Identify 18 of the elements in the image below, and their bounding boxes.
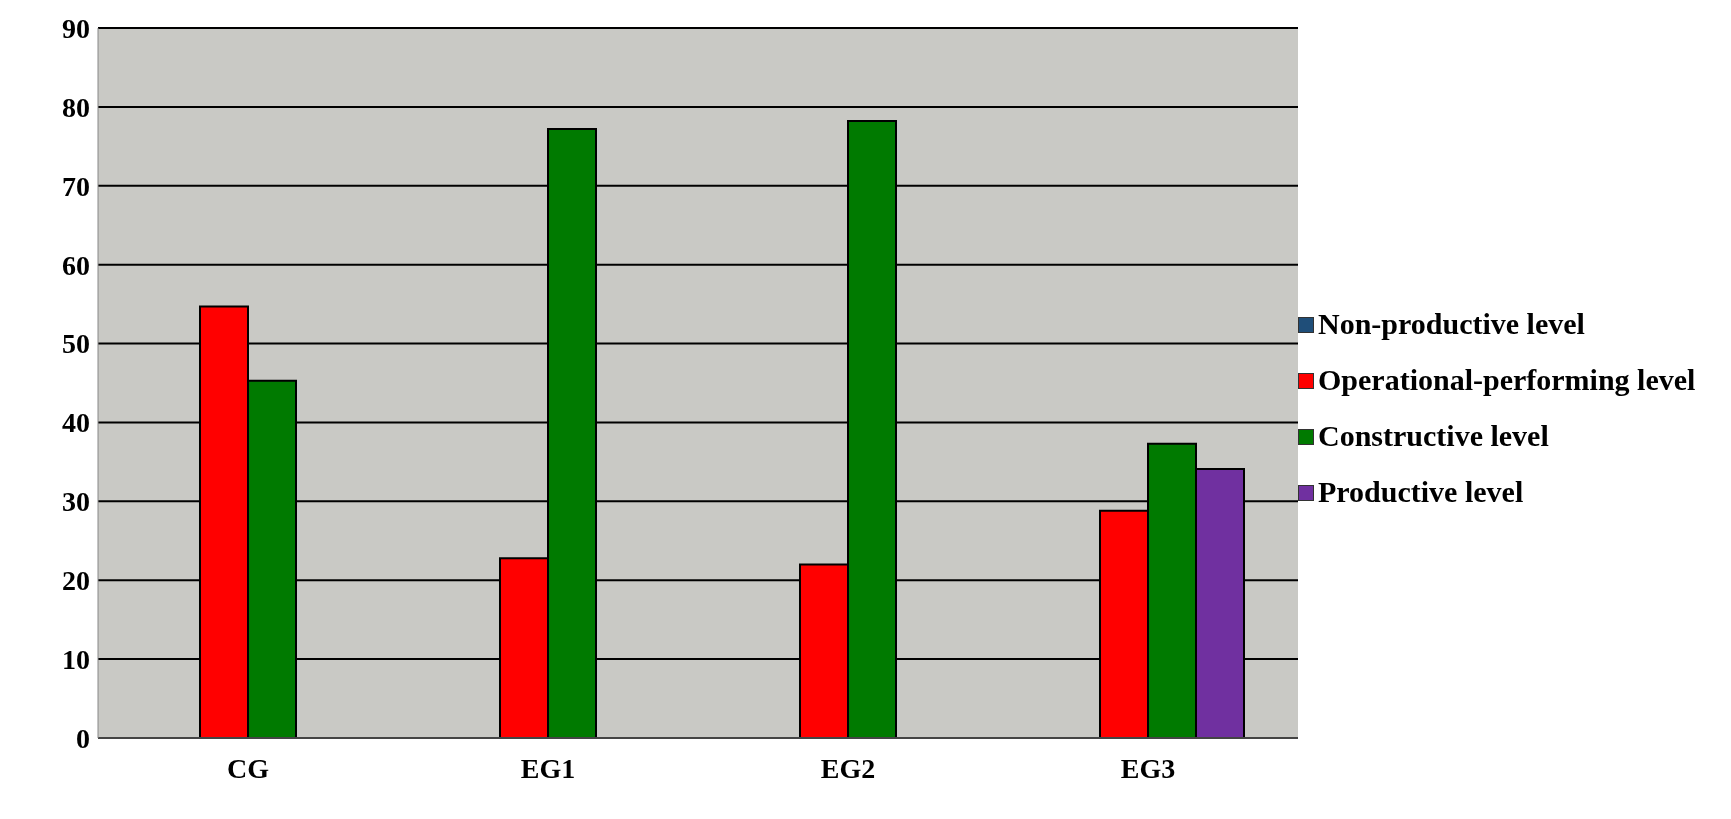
legend-label: Constructive level: [1318, 419, 1549, 453]
legend-label: Operational-performing level: [1318, 363, 1696, 397]
y-tick-label: 20: [62, 565, 90, 597]
x-tick-label: EG1: [520, 752, 576, 784]
y-tick-label: 70: [62, 170, 90, 202]
legend-label: Non-productive level: [1318, 307, 1585, 341]
y-tick-label: 80: [62, 91, 90, 123]
x-tick-label: CG: [227, 752, 270, 784]
y-tick-label: 50: [62, 328, 90, 360]
y-tick-label: 60: [62, 249, 90, 281]
y-tick-label: 0: [76, 722, 90, 754]
y-tick-label: 30: [62, 486, 90, 518]
y-tick-label: 40: [62, 407, 90, 439]
legend-label: Productive level: [1318, 475, 1524, 509]
x-tick-label: EG3: [1120, 752, 1176, 784]
y-tick-label: 10: [62, 644, 90, 676]
x-tick-label: EG2: [820, 752, 876, 784]
y-tick-label: 90: [62, 12, 90, 44]
